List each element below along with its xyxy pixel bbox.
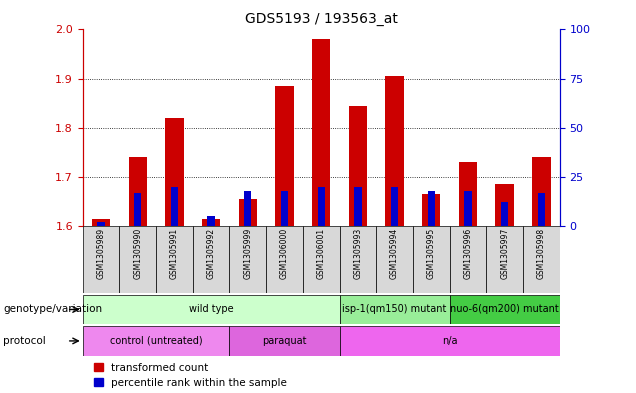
Bar [303, 226, 340, 293]
Bar [128, 157, 147, 226]
Bar [83, 295, 340, 324]
Bar [450, 226, 487, 293]
Text: n/a: n/a [442, 336, 457, 346]
Text: GSM1305999: GSM1305999 [244, 228, 252, 279]
Text: GSM1305990: GSM1305990 [133, 228, 142, 279]
Text: GSM1305991: GSM1305991 [170, 228, 179, 279]
Text: control (untreated): control (untreated) [110, 336, 202, 346]
Bar [422, 194, 440, 226]
Bar [340, 295, 450, 324]
Text: GSM1305992: GSM1305992 [207, 228, 216, 279]
Bar [450, 295, 560, 324]
Bar [377, 226, 413, 293]
Text: GSM1305996: GSM1305996 [464, 228, 473, 279]
Bar [340, 226, 377, 293]
Bar [495, 184, 514, 226]
Bar [385, 76, 404, 226]
Bar [230, 226, 266, 293]
Bar [92, 219, 110, 226]
Legend: transformed count, percentile rank within the sample: transformed count, percentile rank withi… [94, 363, 287, 388]
Text: wild type: wild type [189, 305, 233, 314]
Text: paraquat: paraquat [262, 336, 307, 346]
Text: GSM1305995: GSM1305995 [427, 228, 436, 279]
Text: GSM1305994: GSM1305994 [390, 228, 399, 279]
Bar [97, 222, 105, 226]
Bar [281, 191, 288, 226]
Bar [312, 39, 330, 226]
Text: protocol: protocol [3, 336, 46, 346]
Bar [501, 202, 508, 226]
Bar [230, 326, 340, 356]
Bar [83, 326, 230, 356]
Bar [120, 226, 156, 293]
Text: GSM1305997: GSM1305997 [500, 228, 509, 279]
Text: isp-1(qm150) mutant: isp-1(qm150) mutant [342, 305, 446, 314]
Title: GDS5193 / 193563_at: GDS5193 / 193563_at [245, 12, 398, 26]
Text: GSM1306000: GSM1306000 [280, 228, 289, 279]
Bar [202, 219, 220, 226]
Bar [349, 106, 367, 226]
Bar [266, 226, 303, 293]
Bar [134, 193, 141, 226]
Bar [464, 191, 472, 226]
Bar [193, 226, 230, 293]
Bar [391, 187, 398, 226]
Text: GSM1305998: GSM1305998 [537, 228, 546, 279]
Bar [354, 187, 361, 226]
Bar [487, 226, 523, 293]
Bar [244, 191, 251, 226]
Bar [165, 118, 184, 226]
Text: GSM1305993: GSM1305993 [354, 228, 363, 279]
Bar [275, 86, 294, 226]
Text: GSM1306001: GSM1306001 [317, 228, 326, 279]
Bar [238, 199, 257, 226]
Bar [523, 226, 560, 293]
Bar [156, 226, 193, 293]
Bar [83, 226, 120, 293]
Bar [317, 187, 325, 226]
Bar [427, 191, 435, 226]
Text: genotype/variation: genotype/variation [3, 305, 102, 314]
Bar [459, 162, 477, 226]
Bar [532, 157, 551, 226]
Bar [340, 326, 560, 356]
Bar [170, 187, 178, 226]
Text: GSM1305989: GSM1305989 [97, 228, 106, 279]
Bar [537, 193, 545, 226]
Text: nuo-6(qm200) mutant: nuo-6(qm200) mutant [450, 305, 559, 314]
Bar [207, 216, 215, 226]
Bar [413, 226, 450, 293]
